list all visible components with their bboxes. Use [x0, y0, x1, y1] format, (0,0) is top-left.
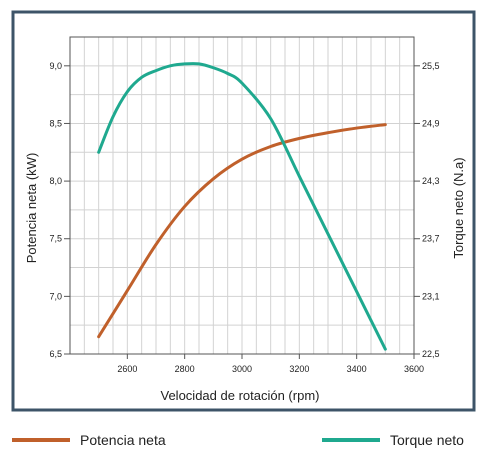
y-left-tick-label: 6,5: [49, 349, 62, 359]
y-left-tick-label: 8,5: [49, 118, 62, 128]
y-right-tick-label: 25,5: [422, 61, 440, 71]
x-tick-label: 3200: [289, 364, 309, 374]
grid: [70, 37, 414, 354]
y-right-tick-label: 22,5: [422, 349, 440, 359]
y-left-tick-label: 7,5: [49, 234, 62, 244]
y-axis-left-label: Potencia neta (kW): [24, 153, 39, 264]
legend-item-torque-neto: Torque neto: [322, 430, 464, 450]
legend-label-potencia-neta: Potencia neta: [80, 432, 166, 448]
x-axis-label: Velocidad de rotación (rpm): [161, 388, 320, 403]
y-right-tick-label: 24,9: [422, 118, 440, 128]
y-axis-right-label: Torque neto (N.a): [451, 157, 466, 258]
y-left-tick-label: 7,0: [49, 291, 62, 301]
y-left-tick-label: 9,0: [49, 61, 62, 71]
ticks: 2600 2800 3000 3200 3400 3600 6,5 7,0 7,5 8,0 8,5 9…: [49, 61, 439, 374]
y-right-tick-label: 23,7: [422, 234, 440, 244]
x-tick-label: 2800: [175, 364, 195, 374]
series-line-potencia-neta: [97, 123, 387, 339]
x-tick-label: 3600: [404, 364, 424, 374]
y-left-tick-label: 8,0: [49, 176, 62, 186]
legend-swatch-torque-neto: [322, 438, 380, 442]
x-tick-label: 3400: [347, 364, 367, 374]
chart-frame: [11, 10, 476, 412]
legend-swatch-potencia-neta: [12, 438, 70, 442]
y-right-tick-label: 23,1: [422, 291, 440, 301]
y-right-tick-label: 24,3: [422, 176, 440, 186]
x-tick-label: 2600: [117, 364, 137, 374]
legend-item-potencia-neta: Potencia neta: [12, 430, 166, 450]
legend-label-torque-neto: Torque neto: [390, 432, 464, 448]
x-tick-label: 3000: [232, 364, 252, 374]
series-line-torque-neto: [97, 62, 387, 351]
series: [97, 62, 387, 351]
